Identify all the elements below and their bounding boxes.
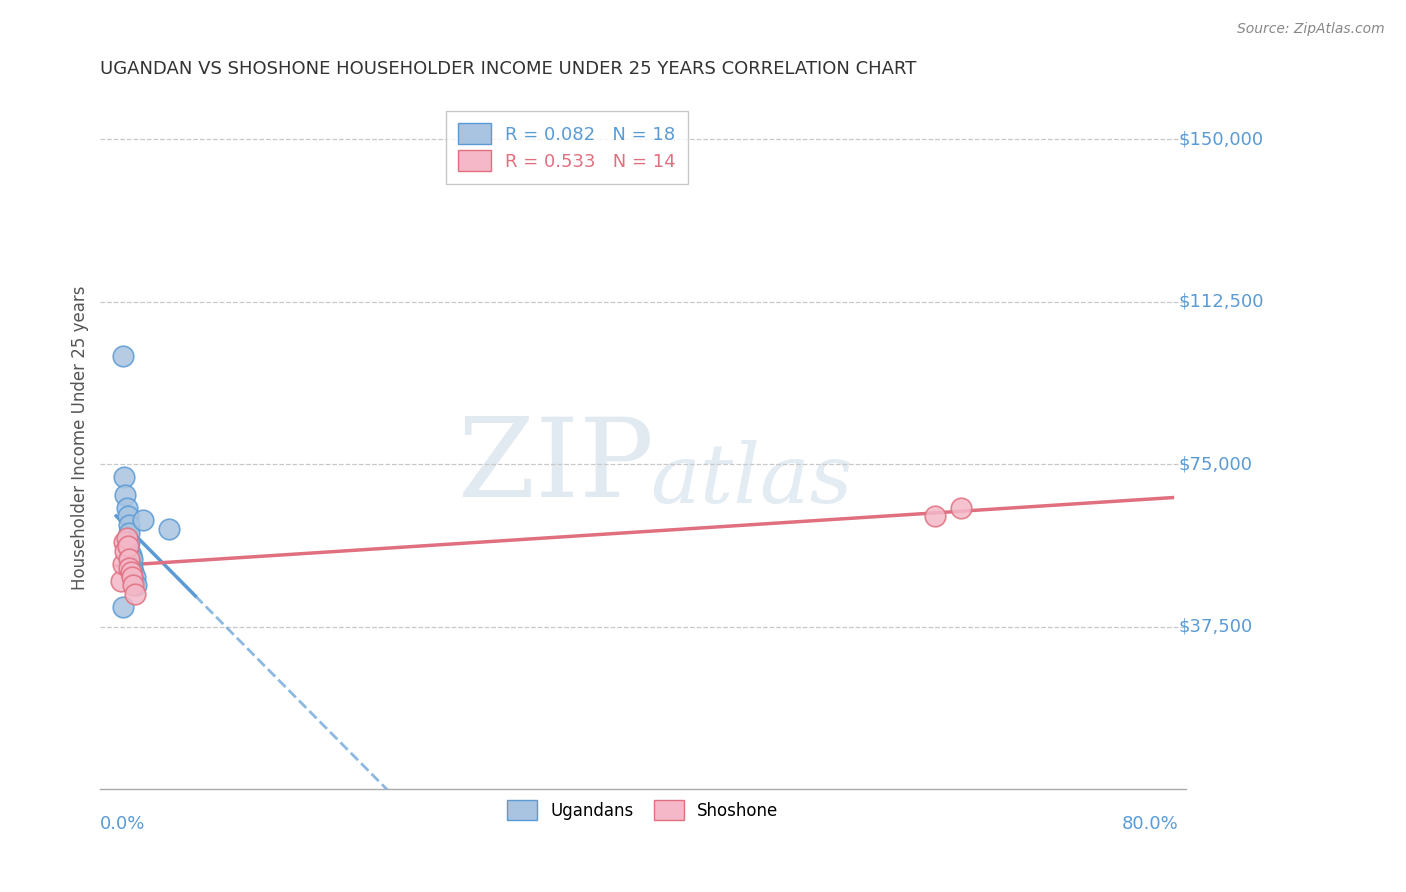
Text: $150,000: $150,000 (1180, 130, 1264, 148)
Point (124, 570, 146, 584)
Text: Source: ZipAtlas.com: Source: ZipAtlas.com (1237, 22, 1385, 37)
Point (112, 470, 135, 484)
Text: atlas: atlas (651, 441, 852, 520)
Point (118, 552, 141, 566)
Point (121, 561, 143, 575)
Point (111, 600, 134, 615)
Point (124, 587, 146, 601)
Point (118, 517, 141, 532)
Point (112, 535, 135, 549)
Point (157, 522, 180, 536)
Point (117, 509, 139, 524)
Point (118, 526, 141, 541)
Text: $75,000: $75,000 (1180, 455, 1253, 473)
Point (122, 566, 145, 580)
Point (114, 543, 136, 558)
Point (118, 543, 141, 558)
Text: 80.0%: 80.0% (1122, 815, 1180, 833)
Point (115, 531, 138, 545)
Text: ZIP: ZIP (458, 413, 654, 520)
Point (120, 566, 142, 580)
Point (111, 349, 134, 363)
Text: $37,500: $37,500 (1180, 617, 1253, 636)
Text: $112,500: $112,500 (1180, 293, 1264, 310)
Point (121, 552, 143, 566)
Point (125, 578, 148, 592)
Point (120, 548, 142, 562)
Point (122, 578, 145, 592)
Text: 0.0%: 0.0% (100, 815, 146, 833)
Y-axis label: Householder Income Under 25 years: Householder Income Under 25 years (72, 286, 89, 591)
Point (115, 500, 138, 515)
Point (118, 535, 141, 549)
Point (110, 574, 132, 588)
Point (924, 509, 946, 524)
Legend: Ugandans, Shoshone: Ugandans, Shoshone (498, 790, 789, 830)
Text: UGANDAN VS SHOSHONE HOUSEHOLDER INCOME UNDER 25 YEARS CORRELATION CHART: UGANDAN VS SHOSHONE HOUSEHOLDER INCOME U… (100, 60, 917, 78)
Point (114, 487, 136, 501)
Point (121, 570, 143, 584)
Point (950, 500, 973, 515)
Point (111, 557, 134, 571)
Point (118, 561, 141, 575)
Point (117, 540, 139, 554)
Point (131, 514, 153, 528)
